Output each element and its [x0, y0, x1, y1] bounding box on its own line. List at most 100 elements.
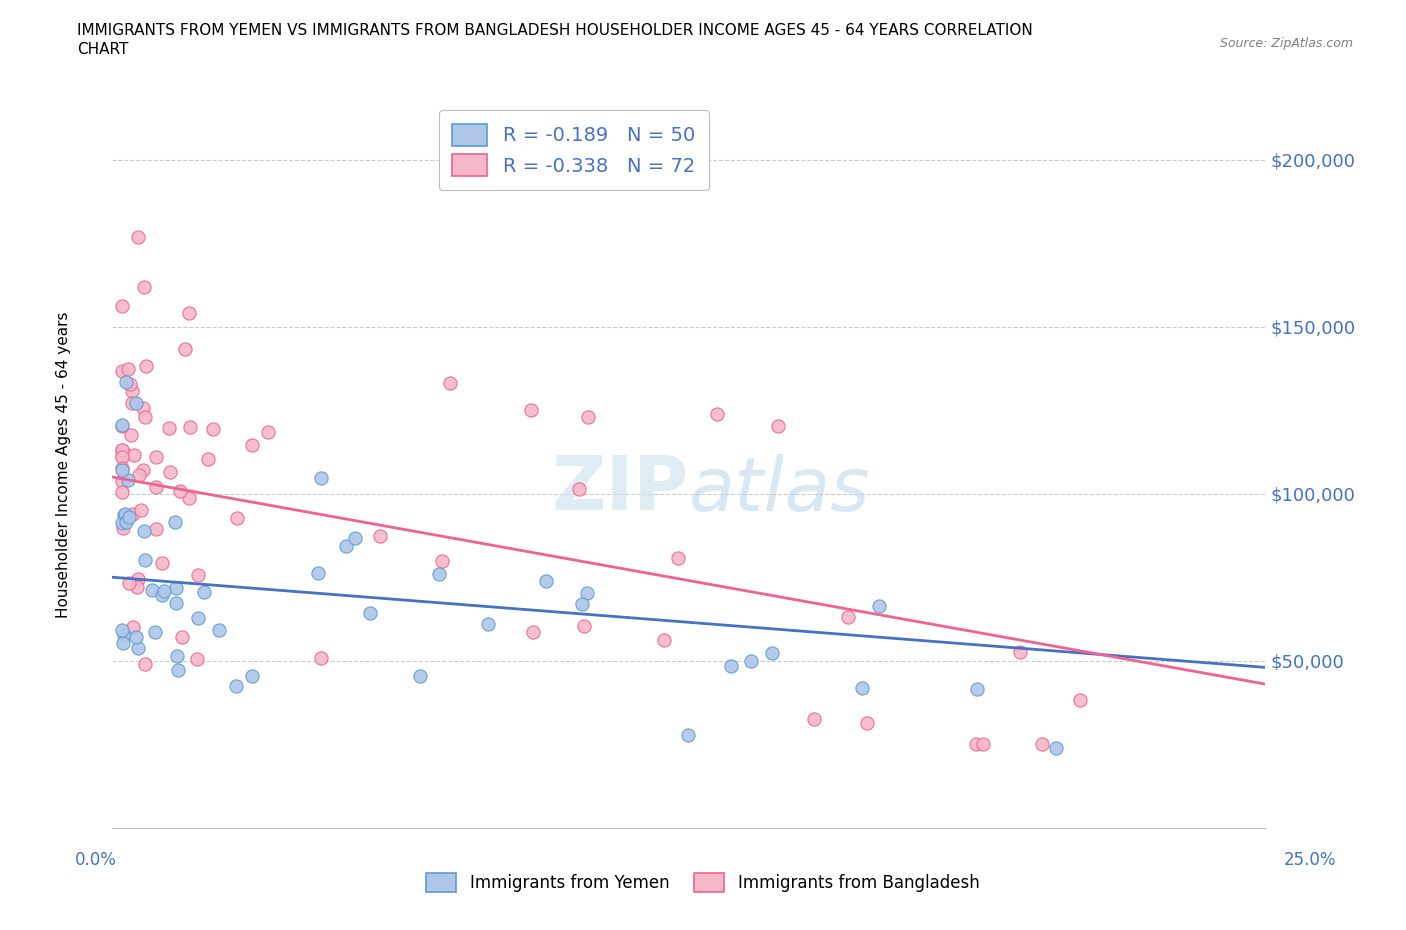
Text: ZIP: ZIP: [551, 453, 689, 526]
Point: [150, 556, 173, 571]
Point: [120, 377, 142, 392]
Point: [117, 472, 139, 487]
Point: [201, 422, 224, 437]
Point: [134, 657, 156, 671]
Point: [676, 727, 699, 742]
Point: [1031, 737, 1053, 751]
Point: [163, 515, 186, 530]
Point: [132, 401, 155, 416]
Point: [111, 623, 134, 638]
Point: [534, 573, 557, 588]
Point: [111, 485, 134, 499]
Legend: R = -0.189   N = 50, R = -0.338   N = 72: R = -0.189 N = 50, R = -0.338 N = 72: [439, 110, 709, 190]
Point: [226, 511, 249, 525]
Point: [368, 529, 391, 544]
Point: [197, 451, 219, 466]
Point: [124, 447, 146, 462]
Point: [111, 299, 134, 313]
Point: [408, 669, 430, 684]
Point: [111, 515, 134, 530]
Point: [122, 619, 145, 634]
Legend: Immigrants from Yemen, Immigrants from Bangladesh: Immigrants from Yemen, Immigrants from B…: [420, 866, 986, 898]
Point: [477, 617, 499, 631]
Point: [186, 652, 208, 667]
Point: [127, 230, 149, 245]
Point: [111, 418, 134, 433]
Point: [125, 579, 148, 594]
Point: [571, 596, 593, 611]
Point: [972, 737, 994, 751]
Point: [112, 507, 135, 522]
Text: CHART: CHART: [77, 42, 129, 57]
Point: [240, 437, 263, 452]
Point: [134, 552, 156, 567]
Point: [208, 622, 231, 637]
Point: [568, 482, 591, 497]
Point: [132, 463, 155, 478]
Point: [111, 418, 134, 432]
Point: [652, 632, 675, 647]
Text: 25.0%: 25.0%: [1284, 851, 1337, 870]
Point: [309, 471, 332, 485]
Point: [869, 599, 891, 614]
Point: [152, 588, 174, 603]
Point: [111, 363, 134, 378]
Point: [1045, 741, 1067, 756]
Point: [120, 428, 142, 443]
Point: [177, 491, 200, 506]
Point: [167, 662, 190, 677]
Point: [129, 502, 152, 517]
Point: [740, 654, 762, 669]
Point: [576, 585, 599, 600]
Point: [307, 565, 329, 580]
Text: Householder Income Ages 45 - 64 years: Householder Income Ages 45 - 64 years: [56, 312, 70, 618]
Point: [111, 450, 134, 465]
Text: atlas: atlas: [689, 454, 870, 525]
Point: [135, 359, 157, 374]
Point: [128, 468, 150, 483]
Point: [173, 341, 195, 356]
Point: [121, 395, 143, 410]
Point: [179, 306, 201, 321]
Point: [122, 506, 145, 521]
Point: [117, 362, 139, 377]
Point: [111, 520, 134, 535]
Point: [125, 396, 148, 411]
Point: [143, 625, 166, 640]
Point: [803, 711, 825, 726]
Point: [187, 611, 209, 626]
Point: [127, 572, 149, 587]
Point: [965, 737, 987, 751]
Point: [720, 659, 742, 674]
Point: [966, 682, 988, 697]
Point: [165, 580, 187, 595]
Point: [225, 679, 247, 694]
Point: [141, 583, 163, 598]
Point: [439, 375, 461, 390]
Point: [522, 624, 544, 639]
Point: [761, 645, 783, 660]
Point: [169, 484, 191, 498]
Point: [706, 406, 728, 421]
Text: IMMIGRANTS FROM YEMEN VS IMMIGRANTS FROM BANGLADESH HOUSEHOLDER INCOME AGES 45 -: IMMIGRANTS FROM YEMEN VS IMMIGRANTS FROM…: [77, 23, 1033, 38]
Point: [666, 551, 689, 565]
Point: [311, 650, 333, 665]
Point: [145, 449, 167, 464]
Point: [121, 383, 143, 398]
Point: [1069, 693, 1091, 708]
Point: [855, 715, 877, 730]
Point: [359, 605, 381, 620]
Point: [187, 567, 209, 582]
Point: [159, 465, 181, 480]
Point: [432, 553, 454, 568]
Point: [837, 610, 859, 625]
Point: [111, 474, 134, 489]
Point: [111, 448, 134, 463]
Point: [111, 443, 134, 458]
Point: [118, 576, 141, 591]
Point: [520, 403, 543, 418]
Point: [125, 630, 148, 644]
Point: [132, 279, 155, 294]
Point: [111, 443, 134, 458]
Point: [132, 524, 155, 538]
